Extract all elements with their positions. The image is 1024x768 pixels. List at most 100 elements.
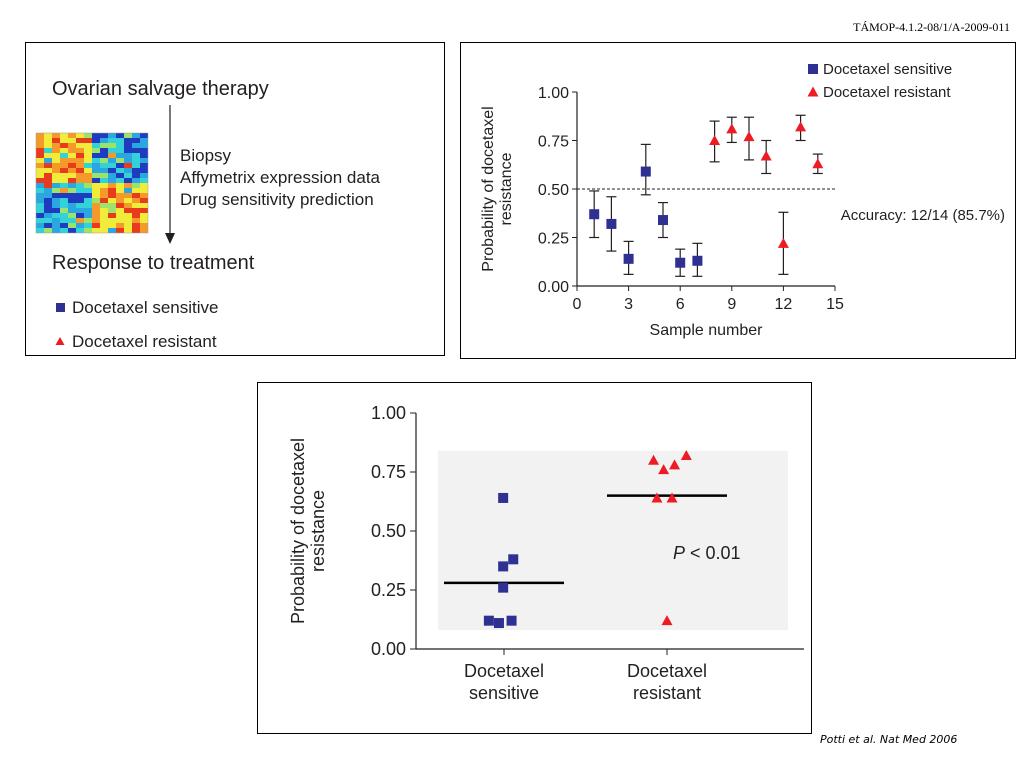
heatmap-cell	[68, 173, 76, 178]
heatmap-cell	[124, 168, 132, 173]
heatmap-cell	[140, 188, 148, 193]
heatmap-cell	[100, 173, 108, 178]
heatmap-cell	[36, 133, 44, 138]
heatmap-cell	[108, 218, 116, 223]
heatmap-cell	[100, 188, 108, 193]
heatmap-cell	[60, 138, 68, 143]
heatmap-cell	[108, 148, 116, 153]
heatmap-cell	[140, 138, 148, 143]
heatmap-cell	[116, 158, 124, 163]
heatmap-cell	[84, 218, 92, 223]
heatmap-cell	[52, 183, 60, 188]
heatmap-cell	[140, 133, 148, 138]
heatmap-cell	[92, 143, 100, 148]
heatmap-cell	[116, 208, 124, 213]
heatmap-cell	[76, 143, 84, 148]
heatmap-cell	[132, 168, 140, 173]
heatmap-cell	[124, 213, 132, 218]
heatmap-cell	[84, 193, 92, 198]
heatmap-cell	[44, 158, 52, 163]
heatmap-cell	[36, 198, 44, 203]
heatmap-cell	[84, 133, 92, 138]
heatmap-cell	[116, 163, 124, 168]
y-tick-label: 0.25	[371, 580, 406, 600]
heatmap-cell	[108, 223, 116, 228]
heatmap-cell	[100, 178, 108, 183]
x-category-label: Docetaxel resistant	[627, 661, 707, 703]
resistant-point	[648, 454, 660, 465]
sensitive-point	[483, 615, 494, 626]
x-tick-label: 12	[775, 296, 793, 313]
heatmap-cell	[52, 163, 60, 168]
workflow-title: Ovarian salvage therapy	[52, 78, 269, 100]
workflow-panel: Ovarian salvage therapy Biopsy Affymetri…	[25, 42, 445, 356]
heatmap-cell	[108, 143, 116, 148]
y-axis-label: Probability of docetaxelresistance	[288, 438, 328, 624]
sensitive-point	[606, 218, 617, 229]
resistant-point	[709, 135, 721, 145]
resistant-point	[666, 492, 678, 503]
x-tick-label: 3	[624, 296, 633, 313]
heatmap-cell	[44, 193, 52, 198]
heatmap-cell	[36, 168, 44, 173]
heatmap-cell	[60, 148, 68, 153]
heatmap-cell	[68, 218, 76, 223]
x-axis-label: Sample number	[650, 322, 764, 339]
resistant-point	[669, 459, 681, 470]
heatmap-cell	[52, 168, 60, 173]
heatmap-cell	[60, 188, 68, 193]
heatmap-cell	[76, 213, 84, 218]
heatmap-cell	[68, 133, 76, 138]
heatmap-cell	[108, 153, 116, 158]
heatmap-cell	[84, 183, 92, 188]
heatmap-cell	[76, 153, 84, 158]
heatmap-cell	[52, 198, 60, 203]
heatmap-cell	[108, 183, 116, 188]
resistant-point	[743, 131, 755, 142]
heatmap-cell	[108, 163, 116, 168]
heatmap-cell	[92, 173, 100, 178]
heatmap-cell	[84, 163, 92, 168]
heatmap-cell	[132, 153, 140, 158]
y-tick-label: 1.00	[538, 85, 569, 102]
heatmap-cell	[92, 193, 100, 198]
heatmap-cell	[108, 158, 116, 163]
heatmap-cell	[68, 198, 76, 203]
legend-sensitive-label: Docetaxel sensitive	[823, 61, 952, 78]
heatmap-cell	[68, 213, 76, 218]
heatmap-cell	[116, 143, 124, 148]
heatmap-cell	[92, 163, 100, 168]
heatmap-cell	[132, 148, 140, 153]
heatmap-cell	[116, 213, 124, 218]
heatmap-cell	[140, 183, 148, 188]
heatmap-cell	[36, 208, 44, 213]
heatmap-cell	[132, 143, 140, 148]
heatmap-cell	[100, 223, 108, 228]
heatmap-cell	[44, 218, 52, 223]
heatmap-cell	[92, 168, 100, 173]
heatmap-cell	[92, 198, 100, 203]
heatmap-cell	[124, 148, 132, 153]
heatmap-cell	[132, 133, 140, 138]
heatmap-cell	[124, 188, 132, 193]
heatmap-cell	[68, 153, 76, 158]
heatmap-cell	[116, 178, 124, 183]
heatmap-cell	[108, 173, 116, 178]
heatmap-cell	[132, 203, 140, 208]
x-category-label: Docetaxel sensitive	[464, 661, 544, 703]
heatmap-cell	[116, 148, 124, 153]
heatmap-cell	[68, 183, 76, 188]
heatmap-cell	[68, 168, 76, 173]
heatmap-cell	[84, 143, 92, 148]
heatmap-cell	[68, 158, 76, 163]
heatmap-cell	[60, 213, 68, 218]
heatmap-cell	[76, 173, 84, 178]
heatmap-cell	[124, 173, 132, 178]
resistant-point	[760, 150, 772, 161]
group-probability-chart: 0.00 0.25 0.50 0.75 1.00 Docetaxel sensitive Do…	[288, 403, 804, 703]
heatmap-cell	[116, 173, 124, 178]
heatmap-cell	[76, 183, 84, 188]
heatmap-cell	[68, 208, 76, 213]
heatmap-cell	[36, 218, 44, 223]
heatmap-cell	[124, 163, 132, 168]
